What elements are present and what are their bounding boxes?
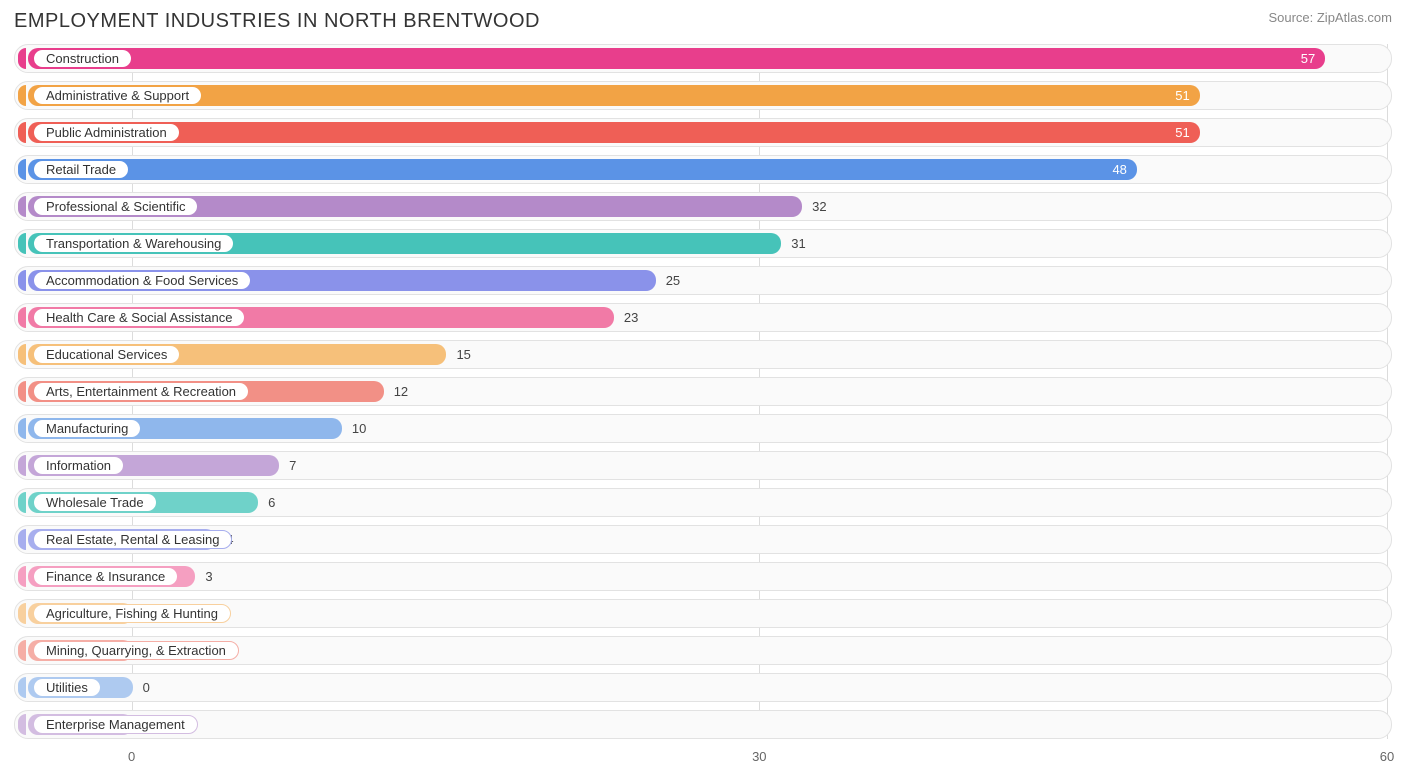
bar-value: 31 (781, 230, 815, 257)
bar-row: Mining, Quarrying, & Extraction0 (14, 636, 1392, 665)
bar-cap (18, 566, 26, 587)
bar-cap (18, 381, 26, 402)
bar-cap (18, 603, 26, 624)
bar-row: Wholesale Trade 6 (14, 488, 1392, 517)
bar-value: 6 (258, 489, 285, 516)
bar-label: Construction (33, 49, 132, 68)
bar-label: Wholesale Trade (33, 493, 157, 512)
bar-row: Construction57 (14, 44, 1392, 73)
bar-label: Information (33, 456, 124, 475)
bar-cap (18, 714, 26, 735)
bar-row: Enterprise Management0 (14, 710, 1392, 739)
bar-label: Mining, Quarrying, & Extraction (33, 641, 239, 660)
bar-row: Professional & Scientific 32 (14, 192, 1392, 221)
bar-label: Administrative & Support (33, 86, 202, 105)
bar-cap (18, 270, 26, 291)
bar-label: Educational Services (33, 345, 180, 364)
bar-value: 7 (279, 452, 306, 479)
bar-row: Finance & Insurance 3 (14, 562, 1392, 591)
chart-plot-area: Construction57Administrative & Support51… (14, 44, 1392, 739)
bar-value: 51 (28, 119, 1200, 146)
bar-row: Agriculture, Fishing & Hunting0 (14, 599, 1392, 628)
bar-value: 32 (802, 193, 836, 220)
bar-label: Professional & Scientific (33, 197, 198, 216)
bar-row: Utilities 0 (14, 673, 1392, 702)
bar-row: Educational Services 15 (14, 340, 1392, 369)
bar-cap (18, 455, 26, 476)
bar-label: Real Estate, Rental & Leasing (33, 530, 232, 549)
bar-cap (18, 48, 26, 69)
bar-list: Construction57Administrative & Support51… (14, 44, 1392, 739)
bar-label: Manufacturing (33, 419, 141, 438)
bar-label: Health Care & Social Assistance (33, 308, 245, 327)
bar-value: 3 (195, 563, 222, 590)
source-prefix: Source: (1268, 10, 1316, 25)
bar-value: 15 (446, 341, 480, 368)
chart-source: Source: ZipAtlas.com (1268, 10, 1392, 25)
chart-container: EMPLOYMENT INDUSTRIES IN NORTH BRENTWOOD… (0, 0, 1406, 776)
bar-row: Retail Trade48 (14, 155, 1392, 184)
bar-value: 23 (614, 304, 648, 331)
bar-label: Agriculture, Fishing & Hunting (33, 604, 231, 623)
x-axis: 0 30 60 (14, 747, 1392, 767)
bar-cap (18, 196, 26, 217)
bar-label: Accommodation & Food Services (33, 271, 251, 290)
bar-row: Transportation & Warehousing 31 (14, 229, 1392, 258)
bar-label: Retail Trade (33, 160, 129, 179)
chart-title: EMPLOYMENT INDUSTRIES IN NORTH BRENTWOOD (14, 10, 540, 33)
bar-value: 51 (28, 82, 1200, 109)
bar-value: 25 (656, 267, 690, 294)
bar-value: 12 (384, 378, 418, 405)
bar-label: Arts, Entertainment & Recreation (33, 382, 249, 401)
bar-row: Arts, Entertainment & Recreation 12 (14, 377, 1392, 406)
bar-row: Administrative & Support51 (14, 81, 1392, 110)
bar-cap (18, 122, 26, 143)
bar-value: 48 (28, 156, 1137, 183)
bar-row: Public Administration51 (14, 118, 1392, 147)
bar-cap (18, 640, 26, 661)
bar-value: 10 (342, 415, 376, 442)
bar-cap (18, 159, 26, 180)
bar-cap (18, 344, 26, 365)
bar-cap (18, 85, 26, 106)
bar-cap (18, 418, 26, 439)
bar-row: Health Care & Social Assistance 23 (14, 303, 1392, 332)
bar-row: Manufacturing 10 (14, 414, 1392, 443)
bar-label: Enterprise Management (33, 715, 198, 734)
bar-value: 0 (133, 674, 160, 701)
bar-label: Transportation & Warehousing (33, 234, 234, 253)
bar-cap (18, 233, 26, 254)
bar-value: 57 (28, 45, 1325, 72)
bar-row: Real Estate, Rental & Leasing4 (14, 525, 1392, 554)
x-axis-tick: 60 (1380, 749, 1394, 764)
chart-header: EMPLOYMENT INDUSTRIES IN NORTH BRENTWOOD… (14, 10, 1392, 40)
bar-cap (18, 677, 26, 698)
source-link[interactable]: ZipAtlas.com (1317, 10, 1392, 25)
bar-cap (18, 529, 26, 550)
bar-row: Accommodation & Food Services 25 (14, 266, 1392, 295)
bar-cap (18, 492, 26, 513)
bar-label: Public Administration (33, 123, 180, 142)
bar-cap (18, 307, 26, 328)
x-axis-tick: 30 (752, 749, 766, 764)
bar-label: Finance & Insurance (33, 567, 178, 586)
x-axis-tick: 0 (128, 749, 135, 764)
bar-label: Utilities (33, 678, 101, 697)
bar-row: Information 7 (14, 451, 1392, 480)
